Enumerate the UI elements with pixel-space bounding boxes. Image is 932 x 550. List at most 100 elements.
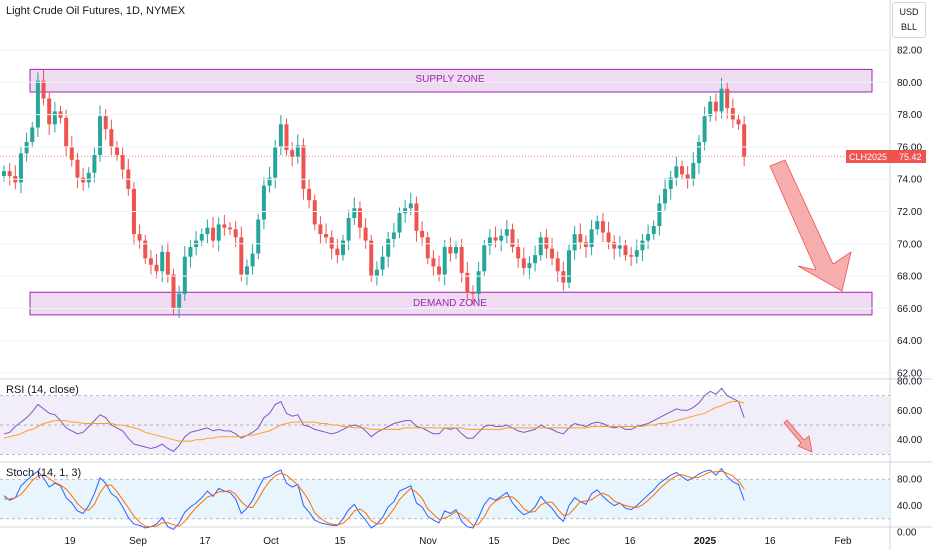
currency-unit-box[interactable]: USD BLL — [892, 2, 926, 38]
candle-body — [86, 172, 91, 183]
candle-body — [41, 80, 46, 99]
candle-body — [374, 269, 379, 277]
candle-body — [239, 237, 244, 275]
price-tick-label: 64.00 — [897, 336, 922, 347]
candle-body — [115, 146, 119, 155]
price-tick-label: 66.00 — [897, 304, 922, 315]
candle-body — [346, 217, 351, 241]
candle-body — [606, 232, 611, 243]
candle-body — [81, 177, 86, 183]
time-tick-label: 17 — [199, 536, 211, 547]
candle-body — [369, 240, 374, 277]
candle-body — [499, 235, 504, 241]
time-tick-label: 16 — [764, 536, 776, 547]
price-tick-label: 72.00 — [897, 207, 922, 218]
candle-body — [476, 271, 481, 294]
candle-body — [329, 237, 334, 249]
price-tick-label: 78.00 — [897, 110, 922, 121]
candle-body — [465, 272, 470, 293]
stoch-label: Stoch (14, 1, 3) — [6, 467, 81, 479]
candle-body — [250, 253, 255, 267]
candle-body — [736, 119, 741, 125]
candle-body — [408, 203, 413, 209]
time-tick-label: Sep — [129, 536, 147, 547]
candle-body — [470, 292, 475, 294]
currency-label: USD — [899, 7, 919, 17]
time-tick-label: 15 — [488, 536, 500, 547]
candle-body — [284, 124, 289, 151]
candle-body — [493, 237, 498, 241]
price-tick-label: 62.00 — [897, 369, 922, 380]
candle-body — [595, 221, 600, 230]
unit-label: BLL — [900, 22, 917, 32]
candle-body — [459, 247, 464, 273]
time-tick-label: Feb — [834, 536, 852, 547]
chart-title: Light Crude Oil Futures, 1D, NYMEX — [6, 5, 186, 17]
candle-body — [403, 208, 408, 214]
candle-body — [533, 255, 538, 264]
candle-body — [640, 240, 645, 251]
candle-body — [165, 251, 170, 275]
candle-body — [629, 255, 634, 257]
candle-body — [623, 245, 628, 256]
candle-body — [583, 242, 588, 248]
candle-body — [30, 127, 35, 143]
candle-body — [386, 238, 391, 257]
candle-body — [487, 237, 492, 246]
candle-body — [69, 146, 74, 160]
candle-body — [550, 248, 555, 259]
stoch-d-line — [4, 470, 745, 528]
candle-body — [482, 245, 487, 272]
rsi-tick-label: 40.00 — [897, 435, 922, 446]
candle-body — [425, 237, 430, 259]
candle-body — [205, 227, 210, 235]
stoch-tick-label: 0.00 — [897, 528, 917, 539]
candle-body — [244, 266, 249, 275]
candle-body — [527, 263, 532, 269]
candle-body — [352, 208, 357, 218]
candle-body — [437, 266, 442, 275]
candle-body — [92, 154, 97, 173]
price-tick-label: 70.00 — [897, 239, 922, 250]
candle-body — [685, 174, 690, 180]
price-tick-label: 76.00 — [897, 142, 922, 153]
candle-body — [600, 221, 605, 233]
candle-body — [555, 258, 560, 272]
candle-body — [725, 88, 730, 109]
candle-body — [589, 229, 594, 248]
candle-body — [233, 229, 238, 238]
candle-body — [64, 117, 69, 147]
candle-body — [442, 247, 447, 275]
candle-body — [2, 171, 6, 176]
candle-body — [363, 227, 368, 241]
candle-body — [397, 213, 402, 233]
candle-body — [341, 240, 345, 256]
demand-zone-label: DEMAND ZONE — [413, 298, 487, 309]
candle-body — [380, 256, 385, 270]
stoch-tick-label: 80.00 — [897, 475, 922, 486]
candle-body — [448, 247, 453, 254]
price-tag-value: 75.42 — [899, 152, 922, 162]
candle-body — [109, 129, 114, 147]
candle-body — [307, 188, 312, 201]
time-tick-label: 2025 — [694, 536, 717, 547]
candle-body — [680, 166, 684, 175]
rsi-tick-label: 60.00 — [897, 406, 922, 417]
candle-body — [567, 250, 571, 283]
candle-body — [657, 203, 662, 227]
candle-body — [391, 232, 396, 239]
candle-body — [267, 177, 272, 186]
candle-body — [663, 188, 668, 204]
candle-body — [18, 153, 23, 183]
candle-body — [538, 237, 543, 256]
candle-body — [290, 150, 295, 157]
candle-body — [335, 248, 340, 256]
candle-body — [154, 264, 159, 272]
candle-body — [674, 166, 679, 178]
candle-body — [228, 227, 232, 230]
candle-body — [35, 80, 40, 128]
candle-body — [572, 234, 577, 251]
last-price-tag: CLH2025 75.42 — [846, 150, 926, 163]
price-tick-label: 80.00 — [897, 78, 922, 89]
